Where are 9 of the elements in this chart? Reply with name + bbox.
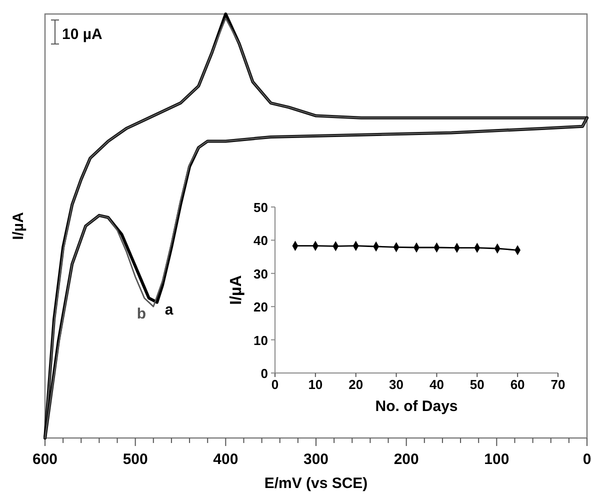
x-tick-label: 200: [394, 451, 419, 468]
x-tick-label: 100: [484, 451, 510, 468]
y-axis-title: I/µA: [10, 212, 27, 240]
x-tick-label: 500: [122, 451, 148, 468]
x-tick-label: 400: [213, 451, 238, 468]
x-axis-title: E/mV (vs SCE): [264, 475, 368, 492]
x-tick-label: 300: [303, 451, 329, 468]
x-tick-label: 0: [582, 451, 592, 468]
x-tick-label: 600: [32, 451, 58, 468]
